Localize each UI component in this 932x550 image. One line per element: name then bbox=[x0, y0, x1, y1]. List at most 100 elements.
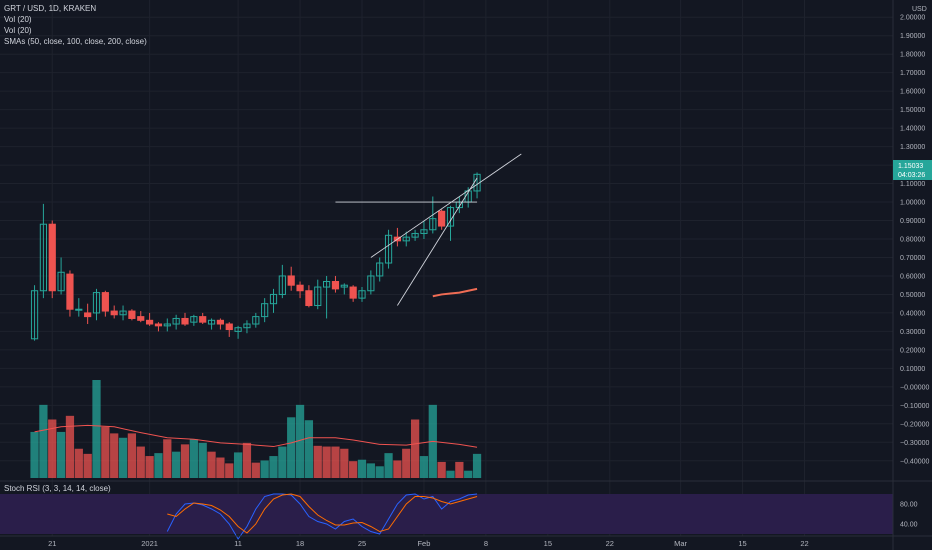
price-axis-tick: 1.40000 bbox=[900, 126, 925, 133]
volume-bar bbox=[242, 442, 252, 478]
price-axis-tick: 0.10000 bbox=[900, 366, 925, 373]
candle-body bbox=[278, 275, 286, 295]
volume-bar bbox=[366, 463, 375, 478]
volume-bar bbox=[260, 460, 269, 478]
candle-body bbox=[75, 308, 83, 311]
volume-bar bbox=[278, 446, 287, 478]
volume-bars bbox=[30, 380, 482, 478]
price-badge: 1.15033 04:03:26 bbox=[893, 160, 932, 180]
candle-body bbox=[296, 284, 304, 292]
price-axis-tick: 1.80000 bbox=[900, 52, 925, 59]
candle-body bbox=[48, 223, 56, 292]
time-axis-tick: 22 bbox=[606, 539, 614, 548]
candle-body bbox=[92, 292, 101, 314]
sma-indicator-label[interactable]: SMAs (50, close, 100, close, 200, close) bbox=[4, 37, 147, 46]
time-axis-tick: Feb bbox=[417, 539, 430, 548]
stoch-rsi-d-line bbox=[167, 493, 478, 534]
candle-body bbox=[269, 293, 278, 305]
candle-body bbox=[446, 207, 455, 227]
price-axis-tick: 0.60000 bbox=[900, 273, 925, 280]
price-axis-tick: −0.40000 bbox=[900, 458, 929, 465]
volume-bar bbox=[455, 461, 464, 478]
volume-bar bbox=[464, 470, 473, 478]
price-axis-tick: 2.00000 bbox=[900, 15, 925, 22]
volume-bar bbox=[313, 445, 322, 478]
candle-body bbox=[358, 290, 366, 299]
volume-bar bbox=[393, 460, 402, 478]
price-axis-tick: 0.80000 bbox=[900, 237, 925, 244]
candle-body bbox=[420, 229, 428, 234]
volume-bar bbox=[39, 404, 48, 478]
volume-bar bbox=[216, 457, 225, 478]
candle-body bbox=[137, 316, 145, 321]
volume-bar bbox=[154, 453, 163, 478]
candle-body bbox=[101, 292, 109, 312]
candle-body bbox=[216, 319, 224, 325]
volume-ma-line bbox=[34, 424, 478, 448]
time-axis-tick: 18 bbox=[296, 539, 304, 548]
volume-indicator-label-2[interactable]: Vol (20) bbox=[4, 26, 32, 35]
price-axis-tick: 0.20000 bbox=[900, 347, 925, 354]
candle-body bbox=[163, 323, 171, 327]
candle-body bbox=[57, 271, 65, 292]
volume-bar bbox=[74, 448, 83, 478]
price-axis-tick: 0.40000 bbox=[900, 310, 925, 317]
time-axis-tick: Mar bbox=[674, 539, 687, 548]
candle-body bbox=[305, 290, 313, 307]
candle-body bbox=[110, 310, 118, 316]
volume-bar bbox=[189, 439, 198, 478]
stoch-rsi-label[interactable]: Stoch RSI (3, 3, 14, 14, close) bbox=[4, 484, 111, 493]
volume-bar bbox=[410, 419, 420, 478]
volume-bar bbox=[295, 404, 305, 478]
candle-body bbox=[199, 316, 207, 323]
time-axis-tick: 21 bbox=[48, 539, 56, 548]
candle-body bbox=[119, 310, 127, 316]
time-axis-tick: 15 bbox=[544, 539, 552, 548]
volume-bar bbox=[180, 444, 190, 478]
volume-bar bbox=[225, 463, 234, 478]
candle-body bbox=[234, 327, 242, 332]
candle-body bbox=[128, 310, 136, 319]
candle-body bbox=[84, 312, 92, 318]
volume-bar bbox=[83, 453, 92, 478]
volume-bar bbox=[472, 453, 482, 478]
price-axis-tick: 0.70000 bbox=[900, 255, 925, 262]
volume-bar bbox=[233, 452, 243, 478]
candle-body bbox=[349, 286, 357, 299]
candle-body bbox=[181, 317, 189, 325]
volume-bar bbox=[65, 415, 75, 478]
candle-body bbox=[207, 319, 216, 325]
price-axis-tick: 0.90000 bbox=[900, 218, 925, 225]
volume-bar bbox=[269, 456, 278, 478]
price-axis-tick: 1.60000 bbox=[900, 89, 925, 96]
volume-indicator-label[interactable]: Vol (20) bbox=[4, 15, 32, 24]
volume-bar bbox=[145, 456, 154, 478]
candle-body bbox=[376, 262, 384, 277]
candle-body bbox=[367, 275, 375, 292]
stoch-rsi-k-line bbox=[166, 493, 478, 540]
candle-body bbox=[261, 303, 269, 318]
volume-bar bbox=[446, 470, 455, 478]
volume-bar bbox=[127, 433, 137, 478]
price-axis-tick: 1.90000 bbox=[900, 33, 925, 40]
volume-bar bbox=[331, 446, 340, 478]
candle-body bbox=[323, 281, 331, 288]
price-axis-tick: 1.70000 bbox=[900, 70, 925, 77]
volume-bar bbox=[375, 466, 384, 478]
volume-bar bbox=[207, 451, 216, 478]
drawings bbox=[335, 153, 522, 306]
candle-body bbox=[252, 316, 260, 325]
volume-bar bbox=[322, 446, 331, 478]
time-axis-tick: 25 bbox=[358, 539, 366, 548]
candle-body bbox=[411, 232, 419, 238]
candle-body bbox=[190, 316, 198, 323]
candle-body bbox=[30, 290, 39, 340]
time-axis-tick: 8 bbox=[484, 539, 488, 548]
volume-bar bbox=[384, 453, 393, 478]
volume-bar bbox=[357, 459, 367, 478]
time-axis[interactable]: 21 2021 11 18 25 Feb 8 15 22 Mar 15 22 bbox=[48, 539, 809, 548]
candle-body bbox=[66, 273, 74, 310]
symbol-title[interactable]: GRT / USD, 1D, KRAKEN bbox=[4, 4, 97, 13]
volume-bar bbox=[340, 448, 349, 478]
